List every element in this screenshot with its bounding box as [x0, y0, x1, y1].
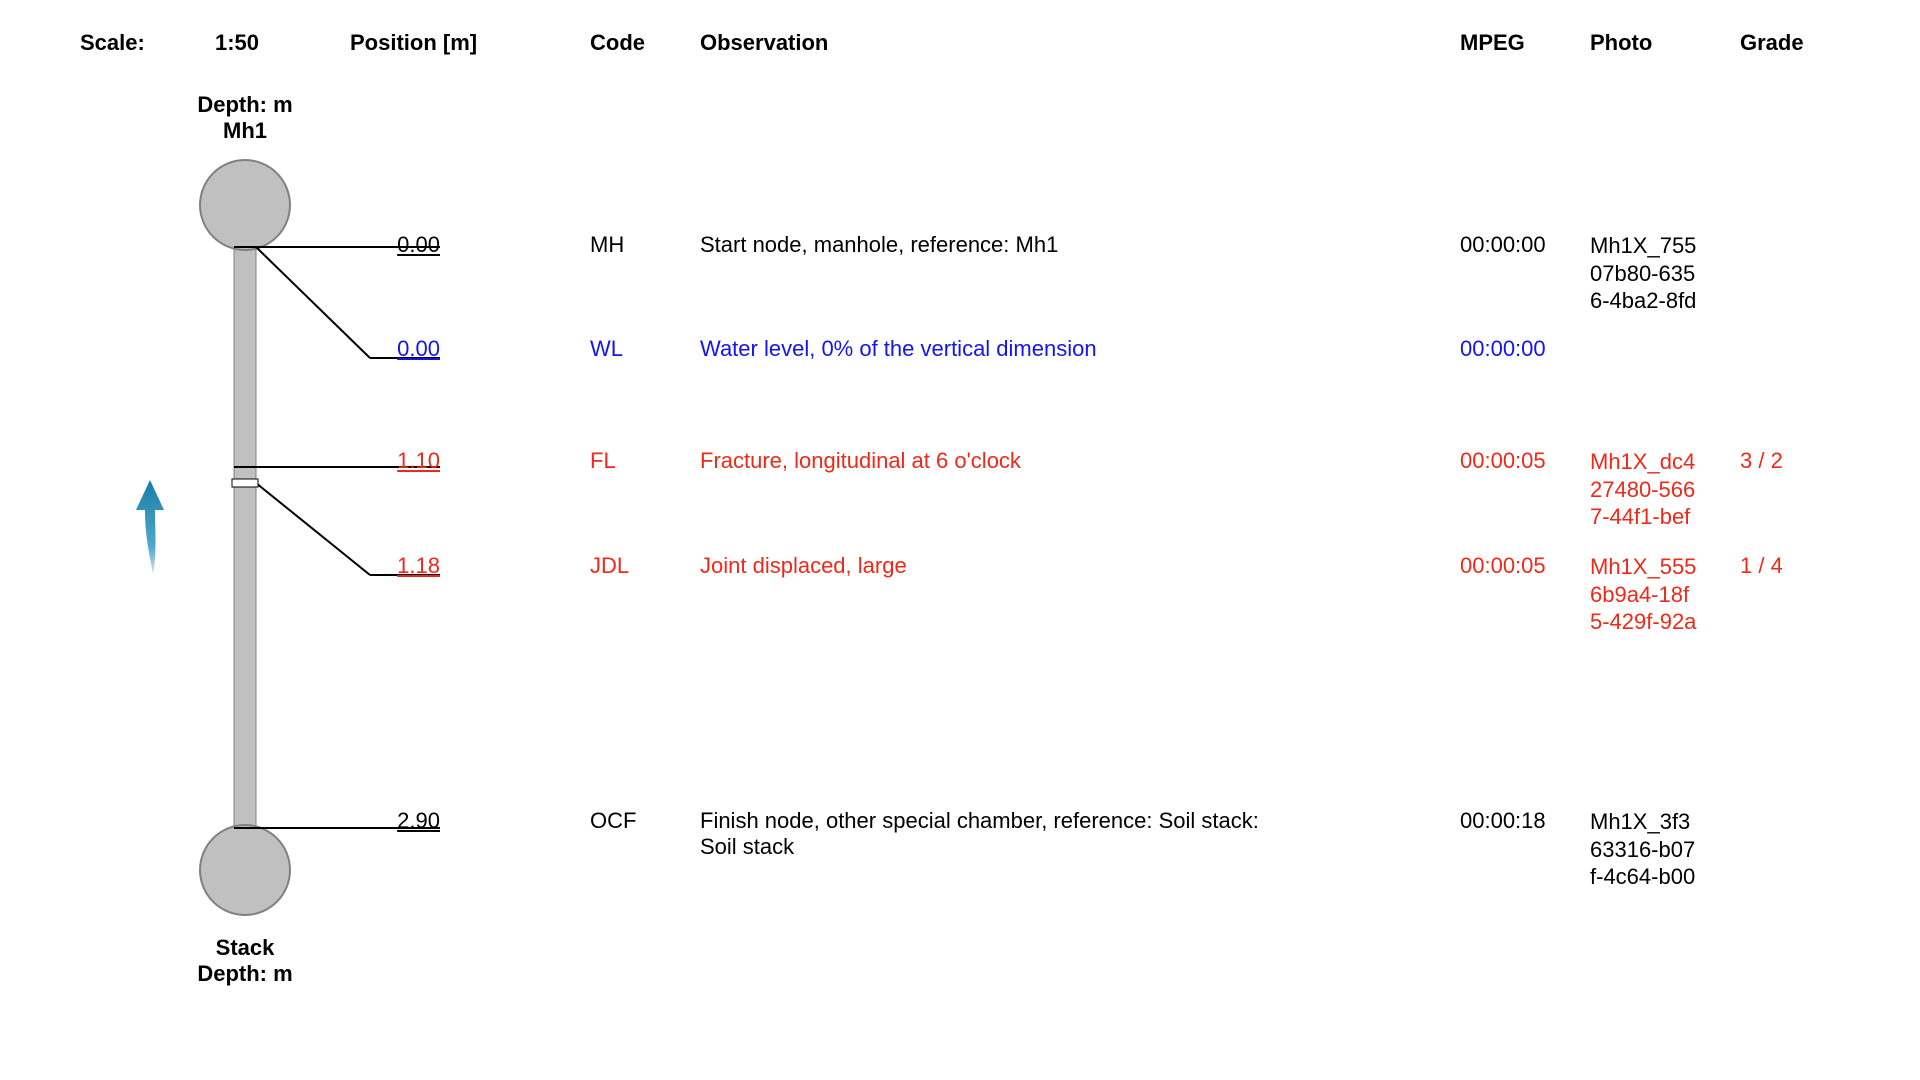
obs-text: Joint displaced, large: [700, 553, 1420, 579]
obs-photo: Mh1X_755 07b80-635 6-4ba2-8fd: [1590, 232, 1696, 315]
obs-position: 1.10: [360, 448, 440, 474]
obs-code: JDL: [590, 553, 629, 579]
obs-position: 0.00: [360, 232, 440, 258]
obs-mpeg: 00:00:18: [1460, 808, 1546, 834]
obs-mpeg: 00:00:00: [1460, 232, 1546, 258]
obs-code: FL: [590, 448, 616, 474]
obs-mpeg: 00:00:00: [1460, 336, 1546, 362]
obs-position: 2.90: [360, 808, 440, 834]
obs-photo: Mh1X_dc4 27480-566 7-44f1-bef: [1590, 448, 1695, 531]
obs-mpeg: 00:00:05: [1460, 448, 1546, 474]
obs-text: Water level, 0% of the vertical dimensio…: [700, 336, 1420, 362]
flow-arrow-icon: [130, 480, 170, 580]
pipe-diagram: [0, 0, 1920, 1080]
obs-code: MH: [590, 232, 624, 258]
obs-text: Fracture, longitudinal at 6 o'clock: [700, 448, 1420, 474]
obs-position: 1.18: [360, 553, 440, 579]
obs-code: WL: [590, 336, 623, 362]
obs-mpeg: 00:00:05: [1460, 553, 1546, 579]
obs-photo: Mh1X_3f3 63316-b07 f-4c64-b00: [1590, 808, 1695, 891]
obs-code: OCF: [590, 808, 636, 834]
obs-text: Start node, manhole, reference: Mh1: [700, 232, 1420, 258]
obs-photo: Mh1X_555 6b9a4-18f 5-429f-92a: [1590, 553, 1696, 636]
obs-text: Finish node, other special chamber, refe…: [700, 808, 1420, 860]
obs-grade: 1 / 4: [1740, 553, 1783, 579]
obs-grade: 3 / 2: [1740, 448, 1783, 474]
obs-position: 0.00: [360, 336, 440, 362]
